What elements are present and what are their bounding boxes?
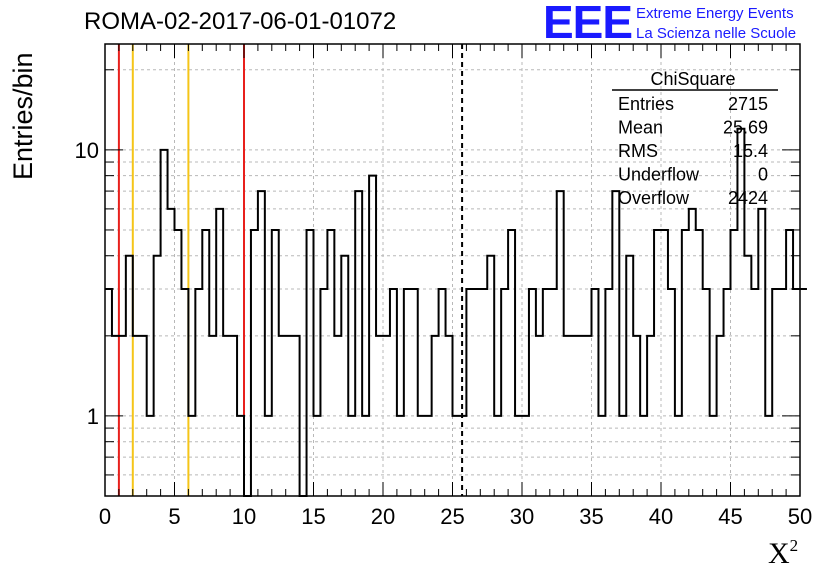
x-tick-label: 30 (510, 504, 534, 529)
x-tick-label: 50 (788, 504, 812, 529)
x-tick-label: 20 (371, 504, 395, 529)
stats-row-value: 0 (758, 165, 768, 185)
x-tick-label: 10 (232, 504, 256, 529)
eee-logo: EEE Extreme Energy Events La Scienza nel… (543, 0, 833, 48)
histogram-bars (105, 127, 807, 497)
x-tick-label: 40 (649, 504, 673, 529)
stats-title: ChiSquare (650, 69, 735, 89)
stats-row-label: Overflow (618, 188, 690, 208)
x-tick-label: 15 (301, 504, 325, 529)
chart-title: ROMA-02-2017-06-01-01072 (84, 8, 397, 35)
reference-lines (117, 44, 464, 496)
x-axis-label: X2 (768, 536, 798, 571)
stats-row-value: 15.4 (733, 141, 768, 161)
stats-row-label: Underflow (618, 165, 700, 185)
x-axis-label-superscript: 2 (789, 536, 799, 555)
logo-line-2: La Scienza nelle Scuole (636, 25, 797, 42)
x-axis-label-base: X (768, 537, 790, 570)
x-tick-label: 35 (579, 504, 603, 529)
y-tick-label: 1 (87, 404, 99, 429)
stats-row-value: 25.69 (723, 118, 768, 138)
logo-line-1: Extreme Energy Events (636, 5, 794, 22)
stats-row-label: Entries (618, 94, 674, 114)
histogram-outline (105, 127, 807, 497)
stats-row-value: 2424 (728, 188, 768, 208)
x-tick-label: 5 (168, 504, 180, 529)
plot-axes: 0 5 10 15 20 25 30 35 40 45 50 1 10 (75, 43, 812, 529)
eee-logo-mark: EEE (543, 0, 633, 48)
x-tick-label: 0 (99, 504, 111, 529)
stats-row-value: 2715 (728, 94, 768, 114)
stats-row-label: Mean (618, 118, 663, 138)
stats-row-label: RMS (618, 141, 658, 161)
stats-box: ChiSquare Entries 2715 Mean 25.69 RMS 15.4 Und… (612, 69, 778, 208)
y-tick-label: 10 (75, 138, 99, 163)
x-tick-label: 25 (440, 504, 464, 529)
y-axis-label: Entries/bin (8, 52, 38, 180)
x-tick-label: 45 (718, 504, 742, 529)
